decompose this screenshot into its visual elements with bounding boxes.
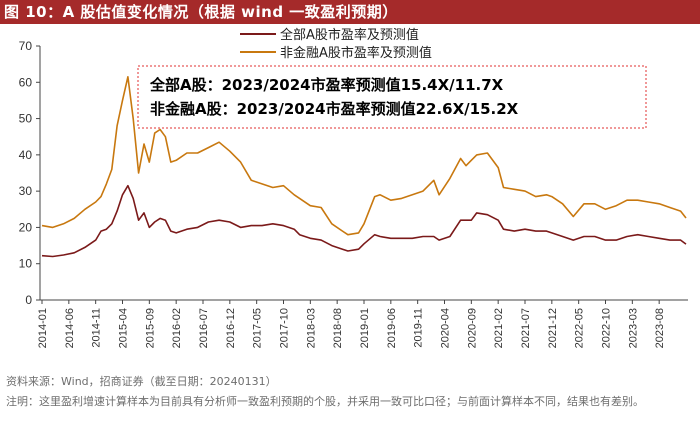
x-tick-label: 2016-07 xyxy=(198,308,210,348)
x-tick-label: 2023-03 xyxy=(627,308,639,348)
x-tick-label: 2021-07 xyxy=(520,308,532,348)
legend-label-all-a: 全部A股市盈率及预测值 xyxy=(280,27,419,43)
y-tick-label: 30 xyxy=(19,184,33,198)
x-tick-label: 2022-10 xyxy=(601,308,613,348)
x-tick-label: 2017-10 xyxy=(279,308,291,348)
x-tick-label: 2014-11 xyxy=(91,308,103,348)
method-note: 注明：这里盈利增速计算样本为目前具有分析师一致盈利预期的个股，并采用一致可比口径… xyxy=(6,395,644,408)
footnotes: 资料来源：Wind，招商证券（截至日期：20240131） 注明：这里盈利增速计… xyxy=(6,372,696,412)
y-tick-label: 20 xyxy=(19,220,33,234)
x-tick-label: 2019-11 xyxy=(413,308,425,348)
x-tick-label: 2015-04 xyxy=(118,308,130,348)
series-line-non-financial xyxy=(41,76,687,236)
x-tick-label: 2018-03 xyxy=(305,308,317,348)
x-tick-label: 2016-12 xyxy=(225,308,237,348)
figure-title: 图 10：A 股估值变化情况（根据 wind 一致盈利预期） xyxy=(0,0,700,24)
x-tick-label: 2017-05 xyxy=(252,308,264,348)
legend-label-non-financial: 非金融A股市盈率及预测值 xyxy=(280,45,432,61)
x-tick-label: 2014-06 xyxy=(64,308,76,348)
annotation-line-2: 非金融A股：2023/2024市盈率预测值22.6X/15.2X xyxy=(150,100,519,118)
annotation-box xyxy=(137,65,647,129)
x-tick-label: 2019-06 xyxy=(386,308,398,348)
y-tick-label: 70 xyxy=(19,39,33,53)
pe-line-chart: 0 10 20 30 40 50 60 70 2014-01 2014-06 2014-11 2015… xyxy=(19,27,688,348)
x-tick-label: 2019-01 xyxy=(359,308,371,348)
y-tick-label: 0 xyxy=(25,293,32,307)
y-tick-label: 40 xyxy=(19,148,33,162)
x-tick-label: 2015-09 xyxy=(144,308,156,348)
x-tick-label: 2020-04 xyxy=(440,308,452,348)
x-tick-label: 2022-05 xyxy=(574,308,586,348)
x-tick-label: 2023-08 xyxy=(654,308,666,348)
y-tick-label: 50 xyxy=(19,112,33,126)
series-line-all-a xyxy=(41,184,687,258)
x-tick-label: 2020-09 xyxy=(466,308,478,348)
x-tick-label: 2016-02 xyxy=(171,308,183,348)
x-tick-label: 2014-01 xyxy=(37,308,49,348)
x-tick-label: 2021-12 xyxy=(547,308,559,348)
y-tick-label: 60 xyxy=(19,75,33,89)
annotation-line-1: 全部A股：2023/2024市盈率预测值15.4X/11.7X xyxy=(149,76,504,94)
x-tick-label: 2021-02 xyxy=(493,308,505,348)
source-note: 资料来源：Wind，招商证券（截至日期：20240131） xyxy=(6,375,277,388)
y-tick-label: 10 xyxy=(19,257,33,271)
x-tick-label: 2018-08 xyxy=(332,308,344,348)
